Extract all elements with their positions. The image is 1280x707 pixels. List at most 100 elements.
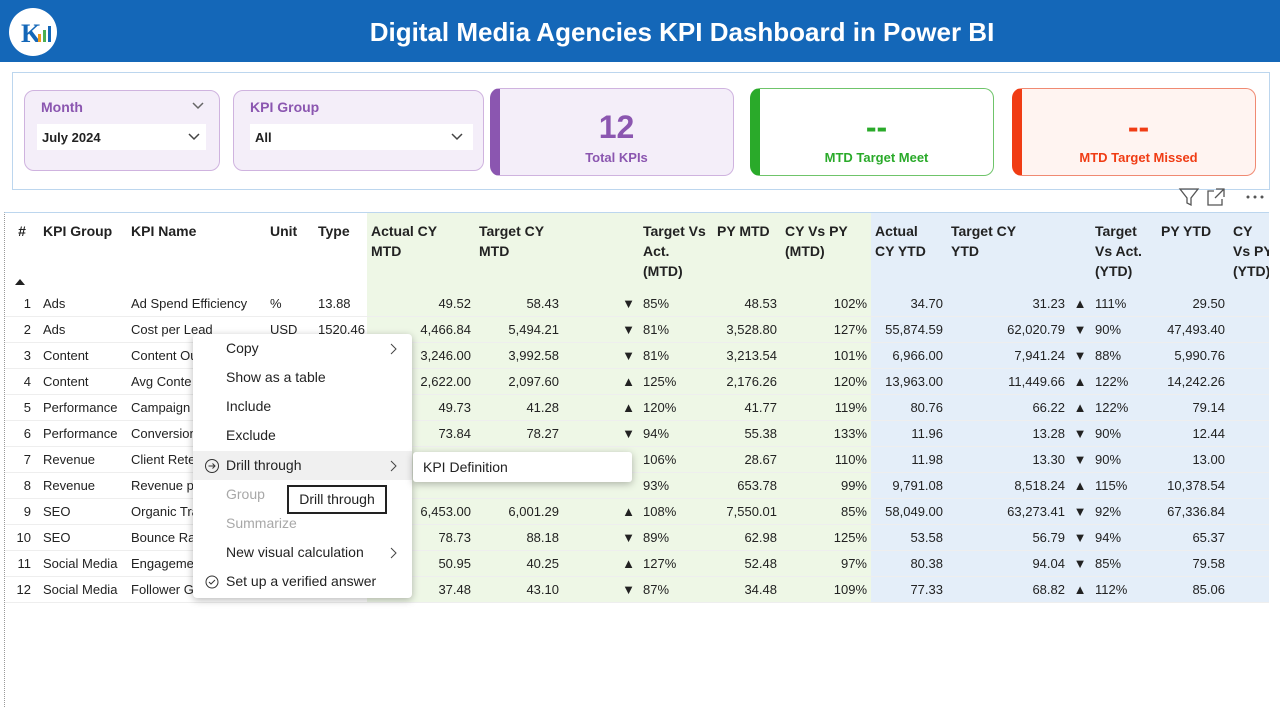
menu-item[interactable]: Exclude bbox=[193, 421, 412, 450]
table-cell: 56.79 bbox=[947, 524, 1069, 551]
column-header[interactable]: # bbox=[5, 213, 39, 291]
column-header[interactable]: PY YTD bbox=[1157, 213, 1229, 291]
table-cell: 3,213.54 bbox=[713, 342, 781, 369]
table-cell: ▲ bbox=[563, 368, 639, 395]
table-cell: ▼ bbox=[1069, 420, 1091, 447]
chevron bbox=[390, 343, 397, 355]
menu-item[interactable]: Set up a verified answer bbox=[193, 567, 412, 596]
column-header[interactable]: Target CY YTD bbox=[947, 213, 1069, 291]
more-icon[interactable] bbox=[1246, 195, 1264, 199]
table-cell: 94.04 bbox=[947, 550, 1069, 577]
header-label: CY Vs PY (MTD) bbox=[785, 223, 848, 259]
table-cell: 11 bbox=[5, 550, 39, 577]
menu-label: Drill through bbox=[226, 457, 302, 473]
table-cell: ▲ bbox=[563, 498, 639, 525]
table-cell: 34.70 bbox=[871, 291, 947, 317]
menu-item[interactable]: New visual calculation bbox=[193, 538, 412, 567]
slicer-dropdown[interactable]: July 2024 bbox=[37, 124, 206, 150]
table-cell: 85.06 bbox=[1157, 576, 1229, 603]
card-label: Total KPIs bbox=[585, 150, 648, 165]
table-cell: Ad Spend Efficiency bbox=[127, 291, 266, 317]
table-cell: 90% bbox=[1091, 420, 1157, 447]
filter-panel bbox=[12, 72, 1270, 190]
column-header[interactable]: KPI Group bbox=[39, 213, 127, 291]
chevron bbox=[390, 460, 397, 472]
tooltip: Drill through bbox=[287, 485, 387, 514]
menu-item[interactable]: Include bbox=[193, 392, 412, 421]
column-header[interactable]: CY Vs PY (MTD) bbox=[781, 213, 871, 291]
card-value: -- bbox=[865, 109, 888, 145]
slicer-value: All bbox=[255, 130, 272, 145]
submenu-item[interactable]: KPI Definition bbox=[413, 452, 632, 481]
chevron bbox=[390, 547, 397, 559]
table-cell: 5 bbox=[5, 394, 39, 421]
table-cell: 37.48 bbox=[367, 576, 475, 603]
column-header[interactable] bbox=[563, 213, 639, 291]
column-header[interactable]: Target CY MTD bbox=[475, 213, 563, 291]
table-row[interactable]: 2 Ads Cost per Lead USD 1520.46 4,466.84 5,494… bbox=[5, 316, 1269, 343]
filter-icon[interactable] bbox=[1178, 188, 1200, 207]
header-label: KPI Group bbox=[43, 223, 113, 239]
table-cell: 112% bbox=[1091, 576, 1157, 603]
column-header[interactable]: Actual CY YTD bbox=[871, 213, 947, 291]
table-cell: 13,963.00 bbox=[871, 368, 947, 395]
table-row[interactable]: 9 SEO Organic Tra 6,453.00 6,001.29 ▲ 108% 7,55… bbox=[5, 498, 1269, 525]
kpi-group-slicer[interactable]: KPI Group All bbox=[233, 90, 484, 171]
table-cell: 94% bbox=[639, 420, 713, 447]
table-cell: 14,242.26 bbox=[1157, 368, 1229, 395]
menu-item[interactable]: Show as a table bbox=[193, 363, 412, 392]
table-cell: 48.53 bbox=[713, 291, 781, 317]
header-label: Target Vs Act. (MTD) bbox=[643, 223, 706, 279]
table-cell: 2,097.60 bbox=[475, 368, 563, 395]
menu-item[interactable]: Copy bbox=[193, 334, 412, 363]
menu-label: Exclude bbox=[226, 427, 276, 443]
table-cell: 29.50 bbox=[1157, 291, 1229, 317]
slicer-label: Month bbox=[41, 99, 83, 115]
table-cell: Revenue bbox=[39, 446, 127, 473]
column-header[interactable]: Unit bbox=[266, 213, 314, 291]
table-cell: 62,020.79 bbox=[947, 316, 1069, 343]
menu-item[interactable]: Drill through bbox=[193, 451, 412, 480]
table-cell: 55,874.59 bbox=[871, 316, 947, 343]
table-row[interactable]: 1 Ads Ad Spend Efficiency% 13.88 49.52 58.43 ▼… bbox=[5, 291, 1269, 317]
column-header[interactable]: CY Vs PY (YTD) bbox=[1229, 213, 1269, 291]
table-cell: 89% bbox=[639, 524, 713, 551]
column-header[interactable]: Type bbox=[314, 213, 367, 291]
table-cell: 110% bbox=[781, 446, 871, 473]
table-cell: 11.96 bbox=[871, 420, 947, 447]
slicer-dropdown[interactable]: All bbox=[250, 124, 473, 150]
table-cell: 66.22 bbox=[947, 394, 1069, 421]
table-cell: 93% bbox=[639, 472, 713, 499]
menu-label: Group bbox=[226, 486, 265, 502]
column-header[interactable]: Target Vs Act. (YTD) bbox=[1091, 213, 1157, 291]
table-cell: 77.33 bbox=[871, 576, 947, 603]
table-cell bbox=[1229, 291, 1269, 317]
table-cell: 65.37 bbox=[1157, 524, 1229, 551]
table-cell: Social Media bbox=[39, 576, 127, 603]
table-cell: 6,001.29 bbox=[475, 498, 563, 525]
table-cell: 43.10 bbox=[475, 576, 563, 603]
header-label: Target CY YTD bbox=[951, 223, 1016, 259]
table-cell: 2 bbox=[5, 316, 39, 343]
column-header[interactable] bbox=[1069, 213, 1091, 291]
column-header[interactable]: Actual CY MTD bbox=[367, 213, 475, 291]
column-header[interactable]: KPI Name bbox=[127, 213, 266, 291]
chevron bbox=[192, 102, 204, 110]
month-slicer[interactable]: Month July 2024 bbox=[24, 90, 220, 171]
column-header[interactable]: Target Vs Act. (MTD) bbox=[639, 213, 713, 291]
table-cell: Performance bbox=[39, 420, 127, 447]
table-cell: ▼ bbox=[563, 524, 639, 551]
table-cell: 10 bbox=[5, 524, 39, 551]
table-cell: 2,176.26 bbox=[713, 368, 781, 395]
table-cell: 79.58 bbox=[1157, 550, 1229, 577]
table-cell: 58.43 bbox=[475, 291, 563, 317]
table-cell: 58,049.00 bbox=[871, 498, 947, 525]
table-cell: 12 bbox=[5, 576, 39, 603]
header-label: CY Vs PY (YTD) bbox=[1233, 223, 1269, 279]
svg-text:K: K bbox=[21, 19, 42, 48]
column-header[interactable]: PY MTD bbox=[713, 213, 781, 291]
focus-icon[interactable] bbox=[1207, 188, 1225, 206]
table-cell: ▲ bbox=[1069, 368, 1091, 395]
table-cell: 13.30 bbox=[947, 446, 1069, 473]
table-row[interactable]: 12 Social Media Follower G 37.48 43.10 ▼ 87% 34… bbox=[5, 576, 1269, 603]
